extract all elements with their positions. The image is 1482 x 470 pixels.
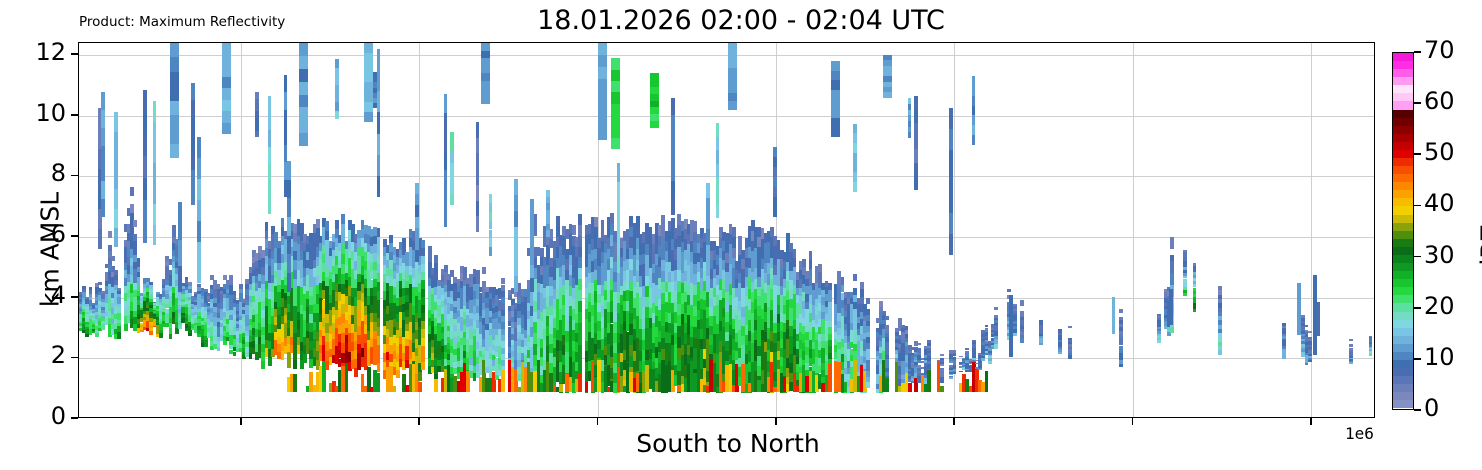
colorbar-tick xyxy=(1414,255,1421,258)
y-tick xyxy=(71,295,78,298)
colorbar-band xyxy=(1393,206,1413,215)
colorbar-band xyxy=(1393,133,1413,142)
colorbar-band xyxy=(1393,376,1413,385)
colorbar-band xyxy=(1393,351,1413,360)
colorbar-tick-label: 30 xyxy=(1424,240,1455,269)
reflectivity-cells xyxy=(79,43,1374,417)
colorbar-band xyxy=(1393,69,1413,78)
y-tick xyxy=(71,113,78,116)
colorbar-tick-label: 20 xyxy=(1424,291,1455,320)
page-title: 18.01.2026 02:00 - 02:04 UTC xyxy=(537,5,945,36)
colorbar-band xyxy=(1393,400,1413,409)
colorbar-band xyxy=(1393,392,1413,401)
colorbar-tick-label: 0 xyxy=(1424,394,1440,422)
colorbar-band xyxy=(1393,77,1413,86)
colorbar[interactable] xyxy=(1392,52,1414,410)
colorbar-band xyxy=(1393,279,1413,288)
y-tick xyxy=(71,356,78,359)
colorbar-band xyxy=(1393,263,1413,272)
product-label: Product: Maximum Reflectivity xyxy=(79,14,286,30)
colorbar-tick xyxy=(1414,102,1421,104)
colorbar-band xyxy=(1393,117,1413,126)
x-tick xyxy=(1131,418,1134,425)
colorbar-tick-label: 10 xyxy=(1424,342,1455,371)
colorbar-band xyxy=(1393,182,1413,191)
colorbar-band xyxy=(1393,222,1413,231)
colorbar-band xyxy=(1393,359,1413,369)
colorbar-tick xyxy=(1414,358,1421,360)
colorbar-band xyxy=(1393,214,1413,223)
colorbar-band xyxy=(1393,125,1413,134)
colorbar-band xyxy=(1393,85,1413,94)
y-tick-label: 10 xyxy=(35,98,66,127)
colorbar-band xyxy=(1393,238,1413,247)
y-tick xyxy=(71,174,78,177)
colorbar-band xyxy=(1393,190,1413,199)
y-tick-label: 6 xyxy=(50,220,66,249)
colorbar-band xyxy=(1393,335,1413,344)
colorbar-band xyxy=(1393,303,1413,312)
colorbar-tick-label: 50 xyxy=(1424,138,1455,167)
y-tick xyxy=(71,53,78,55)
x-axis-offset-text: 1e6 xyxy=(1345,424,1374,443)
colorbar-tick-label: 60 xyxy=(1424,87,1455,116)
colorbar-band xyxy=(1393,166,1413,175)
x-tick xyxy=(418,418,421,425)
colorbar-band xyxy=(1393,230,1413,239)
colorbar-band xyxy=(1393,287,1413,296)
x-axis-label: South to North xyxy=(636,429,820,458)
colorbar-band xyxy=(1393,295,1413,304)
colorbar-band xyxy=(1393,174,1413,183)
y-tick xyxy=(71,417,78,419)
colorbar-band xyxy=(1393,61,1413,70)
colorbar-band xyxy=(1393,343,1413,352)
colorbar-tick xyxy=(1414,204,1421,207)
colorbar-tick xyxy=(1414,153,1421,156)
colorbar-band xyxy=(1393,254,1413,264)
colorbar-band xyxy=(1393,53,1413,62)
colorbar-tick-label: 40 xyxy=(1424,189,1455,218)
colorbar-band xyxy=(1393,158,1413,167)
colorbar-band xyxy=(1393,109,1413,118)
colorbar-band xyxy=(1393,246,1413,255)
y-tick-label: 2 xyxy=(50,341,66,370)
y-tick xyxy=(71,235,78,237)
colorbar-band xyxy=(1393,327,1413,336)
colorbar-tick xyxy=(1414,409,1421,411)
colorbar-tick xyxy=(1414,306,1421,309)
colorbar-band xyxy=(1393,271,1413,280)
colorbar-label: dBZ xyxy=(1475,224,1482,275)
reflectivity-cross-section-plot[interactable] xyxy=(78,42,1375,418)
y-tick-label: 4 xyxy=(50,280,66,309)
x-tick xyxy=(596,418,599,425)
colorbar-band xyxy=(1393,149,1413,159)
colorbar-band xyxy=(1393,368,1413,377)
colorbar-band xyxy=(1393,319,1413,328)
colorbar-band xyxy=(1393,101,1413,110)
colorbar-band xyxy=(1393,93,1413,102)
x-tick xyxy=(240,418,242,425)
y-tick-label: 8 xyxy=(50,159,66,188)
x-tick xyxy=(953,418,956,425)
colorbar-tick xyxy=(1414,51,1421,53)
x-tick xyxy=(775,418,777,425)
colorbar-tick-label: 70 xyxy=(1424,36,1455,64)
colorbar-band xyxy=(1393,311,1413,320)
x-tick xyxy=(1310,418,1312,425)
colorbar-band xyxy=(1393,141,1413,150)
colorbar-band xyxy=(1393,384,1413,393)
y-tick-label: 12 xyxy=(35,38,66,67)
y-tick-label: 0 xyxy=(50,402,66,430)
colorbar-band xyxy=(1393,198,1413,207)
